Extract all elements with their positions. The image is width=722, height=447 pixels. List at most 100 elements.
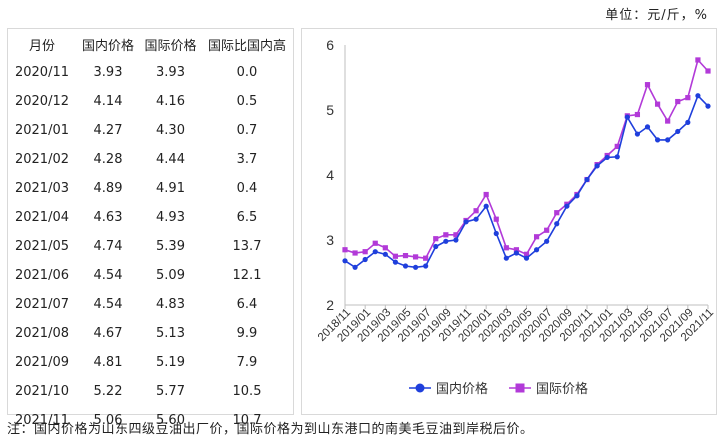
point-domestic (463, 219, 469, 225)
cell-month: 2021/08 (14, 326, 69, 341)
table-row: 2021/07 4.54 4.83 6.4 (7, 290, 292, 319)
cell-month: 2021/02 (14, 152, 69, 167)
cell-month: 2021/07 (14, 297, 69, 312)
table-row: 2021/06 4.54 5.09 12.1 (7, 261, 292, 290)
point-international (614, 143, 620, 149)
legend-domestic-label: 国内价格 (436, 381, 488, 397)
y-tick-label: 6 (326, 37, 334, 53)
point-domestic (665, 137, 671, 143)
table-row: 2021/11 5.06 5.60 10.7 (7, 406, 292, 435)
cell-international-price: 4.83 (156, 297, 185, 312)
point-domestic (513, 250, 520, 256)
unit-label: 单位：元/斤，% (605, 8, 708, 23)
point-domestic (503, 255, 509, 261)
point-domestic (382, 251, 388, 257)
point-international (675, 98, 681, 105)
point-domestic (554, 221, 560, 227)
cell-premium: 10.7 (232, 413, 262, 428)
point-domestic (372, 249, 378, 255)
cell-month: 2021/03 (14, 181, 69, 196)
point-international (554, 210, 560, 216)
cell-month: 2021/04 (14, 210, 69, 225)
point-international (453, 232, 459, 238)
cell-premium: 12.1 (232, 268, 262, 283)
point-domestic (352, 264, 358, 270)
cell-international-price: 5.60 (156, 413, 185, 428)
cell-domestic-price: 4.54 (93, 268, 123, 283)
y-tick-label: 3 (326, 232, 334, 248)
cell-international-price: 4.30 (156, 123, 185, 138)
point-domestic (705, 103, 711, 109)
point-domestic (594, 163, 600, 169)
table-row: 2021/04 4.63 4.93 6.5 (7, 203, 292, 232)
cell-month: 2021/10 (14, 384, 69, 399)
cell-domestic-price: 4.67 (93, 326, 123, 341)
point-international (665, 118, 671, 124)
point-domestic (473, 216, 479, 222)
legend-domestic-marker (415, 383, 425, 393)
cell-domestic-price: 3.93 (93, 65, 123, 80)
point-international (402, 253, 409, 259)
chart-frame (301, 28, 717, 415)
point-international (544, 227, 550, 233)
point-domestic (654, 137, 661, 143)
table-row: 2021/02 4.28 4.44 3.7 (7, 145, 292, 174)
cell-domestic-price: 4.74 (93, 239, 123, 254)
price-table-frame (7, 28, 294, 415)
cell-premium: 6.5 (236, 210, 258, 225)
point-domestic (533, 247, 540, 253)
table-row: 2021/01 4.27 4.30 0.7 (7, 116, 292, 145)
table-row: 2021/03 4.89 4.91 0.4 (7, 174, 292, 203)
cell-domestic-price: 5.22 (93, 384, 123, 399)
cell-international-price: 5.39 (156, 239, 185, 254)
cell-international-price: 5.77 (156, 384, 185, 399)
cell-domestic-price: 4.89 (93, 181, 123, 196)
point-international (382, 245, 388, 251)
y-tick-label: 4 (326, 167, 334, 183)
cell-international-price: 4.93 (156, 210, 185, 225)
cell-month: 2021/06 (14, 268, 69, 283)
cell-domestic-price: 4.27 (93, 123, 123, 138)
cell-month: 2020/12 (14, 94, 69, 109)
point-domestic (423, 263, 429, 269)
point-international (342, 247, 348, 253)
legend-international-marker (515, 383, 525, 393)
point-international (392, 253, 399, 259)
series-line-international (344, 58, 709, 260)
y-tick-label: 5 (326, 102, 334, 118)
point-international (352, 250, 358, 256)
point-international (433, 236, 439, 242)
table-header-row: 月份 国内价格 国际价格 国际比国内高 (7, 30, 292, 58)
cell-international-price: 5.19 (156, 355, 185, 370)
y-tick-label: 2 (326, 297, 334, 313)
cell-month: 2021/09 (14, 355, 69, 370)
cell-month: 2020/11 (14, 65, 69, 80)
point-international (634, 111, 641, 118)
point-domestic (523, 255, 530, 261)
point-international (372, 240, 378, 246)
price-table: 月份 国内价格 国际价格 国际比国内高 2020/11 3.93 3.93 0.0 20… (7, 30, 292, 435)
header-premium: 国际比国内高 (207, 38, 286, 54)
point-international (685, 95, 691, 101)
cell-domestic-price: 4.28 (93, 152, 123, 167)
point-domestic (564, 203, 570, 209)
header-month: 月份 (28, 38, 55, 54)
point-domestic (544, 238, 550, 244)
point-international (483, 191, 489, 198)
point-international (644, 82, 651, 88)
point-domestic (604, 154, 610, 161)
point-domestic (614, 154, 620, 160)
cell-international-price: 3.93 (156, 65, 185, 80)
cell-domestic-price: 4.63 (93, 210, 123, 225)
point-international (473, 208, 479, 214)
point-domestic (493, 230, 499, 237)
series-line-domestic (344, 94, 709, 269)
point-international (695, 57, 701, 63)
cell-domestic-price: 4.81 (93, 355, 123, 370)
cell-domestic-price: 5.06 (93, 413, 123, 428)
point-domestic (685, 119, 691, 125)
cell-month: 2021/01 (14, 123, 69, 138)
cell-international-price: 4.16 (156, 94, 185, 109)
point-domestic (392, 259, 399, 265)
point-international (412, 254, 419, 260)
